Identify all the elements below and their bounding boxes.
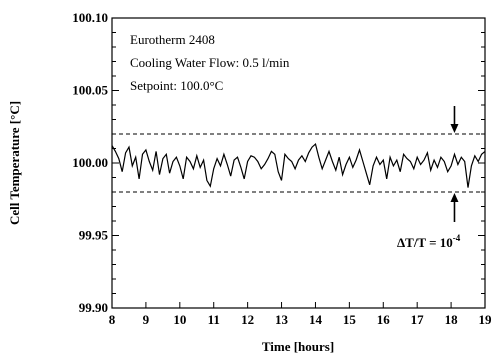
annotation-line-2: Cooling Water Flow: 0.5 l/min: [130, 55, 290, 70]
annotation-line-1: Eurotherm 2408: [130, 32, 215, 47]
y-tick-label: 99.95: [79, 228, 109, 243]
y-tick-label: 100.05: [72, 83, 108, 98]
y-axis-ticks: 99.90 99.95 100.00 100.05 100.10: [72, 10, 485, 315]
temperature-series-line: [111, 142, 486, 188]
x-tick-label: 16: [377, 312, 391, 327]
y-tick-label: 100.10: [72, 10, 108, 25]
x-axis-ticks: 8 9 10 11 12 13 14 15 16 17 18 19: [109, 302, 492, 327]
y-axis-title: Cell Temperature [°C]: [7, 101, 22, 225]
x-tick-label: 8: [109, 312, 116, 327]
x-tick-label: 19: [479, 312, 493, 327]
x-axis-title: Time [hours]: [262, 339, 334, 354]
x-tick-label: 10: [173, 312, 186, 327]
band-ratio-prefix: ΔT/T = 10: [397, 235, 453, 250]
band-ratio-exponent: -4: [453, 233, 461, 243]
band-ratio-label: ΔT/T = 10-4: [397, 233, 461, 250]
y-tick-label: 99.90: [79, 300, 108, 315]
band-arrows: [450, 106, 459, 222]
x-tick-label: 12: [241, 312, 254, 327]
x-tick-label: 15: [343, 312, 357, 327]
x-tick-label: 13: [275, 312, 289, 327]
arrow-up-icon: [450, 193, 459, 202]
annotation-line-3: Setpoint: 100.0°C: [130, 78, 223, 93]
y-tick-label: 100.00: [72, 155, 108, 170]
arrow-down-icon: [450, 124, 459, 133]
x-tick-label: 9: [143, 312, 150, 327]
x-tick-label: 14: [309, 312, 323, 327]
x-tick-label: 17: [411, 312, 425, 327]
x-tick-label: 11: [208, 312, 220, 327]
x-tick-label: 18: [445, 312, 459, 327]
